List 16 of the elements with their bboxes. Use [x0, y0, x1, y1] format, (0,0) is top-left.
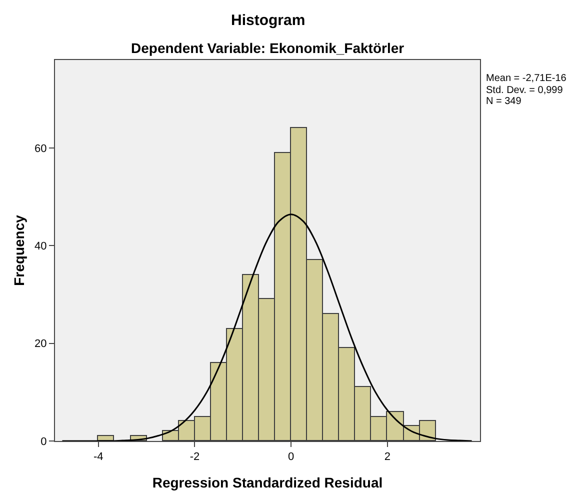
line-series — [61, 214, 473, 441]
text: Std. Dev. = 0,999 — [486, 85, 564, 96]
y-axis-title: Frequency — [11, 214, 28, 286]
chart-subtitle: Dependent Variable: Ekonomik_Faktörler — [131, 40, 405, 56]
x-axis-title: Regression Standardized Residual — [152, 474, 383, 490]
y-tick-label: 20 — [34, 338, 47, 350]
text: N = 349 — [486, 96, 522, 107]
chart-title: Histogram — [231, 12, 306, 29]
text: Mean = -2,71E-16 — [486, 73, 567, 84]
y-tick-label: 60 — [34, 142, 47, 155]
x-tick-label: 0 — [288, 451, 294, 464]
x-tick-label: -2 — [190, 451, 200, 464]
x-tick-label: -4 — [93, 451, 104, 464]
x-tick-label: 2 — [384, 451, 391, 464]
y-tick-label: 40 — [34, 240, 47, 252]
y-tick-label: 0 — [40, 436, 47, 448]
